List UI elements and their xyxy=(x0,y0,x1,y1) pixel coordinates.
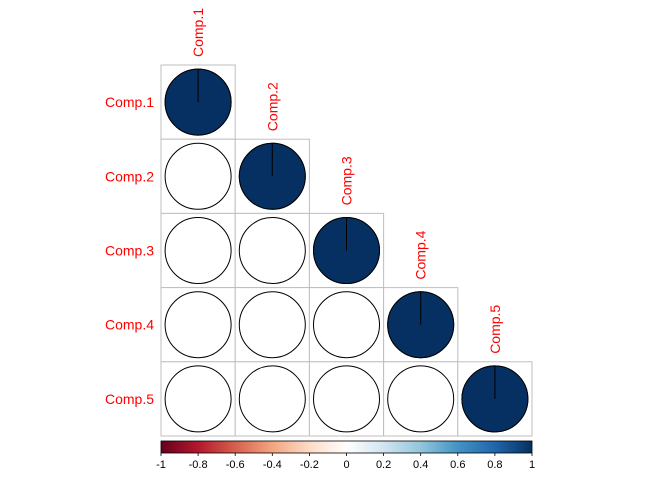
colorbar-tick-label: -0.4 xyxy=(263,459,282,471)
cell-circle xyxy=(164,291,232,359)
column-label: Comp.3 xyxy=(339,156,355,205)
cell-Comp.3-Comp.2 xyxy=(234,212,310,289)
column-label: Comp.1 xyxy=(190,8,206,57)
cell-Comp.2-Comp.1 xyxy=(160,138,236,214)
row-label: Comp.2 xyxy=(105,168,154,184)
cell-circle xyxy=(238,291,306,359)
cell-circle xyxy=(313,291,380,359)
colorbar-tick-label: -0.2 xyxy=(300,459,319,471)
column-label: Comp.2 xyxy=(264,82,280,131)
column-labels: Comp.1 Comp.2 Comp.3 Comp.4 Comp.5 xyxy=(190,8,503,354)
cell-circle xyxy=(313,365,380,433)
cell-circle xyxy=(238,365,306,433)
cell-Comp.3-Comp.1 xyxy=(160,212,236,289)
cell-circle xyxy=(164,142,232,210)
colorbar-tick-label: 0.2 xyxy=(376,459,391,471)
row-label: Comp.5 xyxy=(105,391,154,407)
cell-Comp.5-Comp.3 xyxy=(308,361,385,437)
cell-circle xyxy=(164,365,232,433)
cell-Comp.5-Comp.5 xyxy=(457,361,533,437)
cell-Comp.2-Comp.2 xyxy=(234,138,310,214)
column-label: Comp.5 xyxy=(487,305,503,354)
column-label: Comp.4 xyxy=(413,230,429,279)
colorbar: -1 -0.8 -0.6 -0.4 -0.2 0 0.2 0.4 0.6 0.8 1 xyxy=(156,440,535,471)
row-label: Comp.4 xyxy=(105,317,154,333)
colorbar-tick-label: 0.8 xyxy=(487,459,502,471)
cell-Comp.4-Comp.4 xyxy=(383,287,459,363)
cell-circle xyxy=(238,217,306,284)
cell-Comp.3-Comp.3 xyxy=(308,212,385,289)
cell-Comp.1-Comp.1 xyxy=(160,64,236,140)
cells-layer xyxy=(160,64,533,437)
row-label: Comp.1 xyxy=(105,94,154,110)
cell-Comp.4-Comp.1 xyxy=(160,287,236,363)
cell-Comp.4-Comp.2 xyxy=(234,287,310,363)
row-label: Comp.3 xyxy=(105,243,154,259)
cell-Comp.4-Comp.3 xyxy=(308,287,385,363)
colorbar-tick-label: 1 xyxy=(529,459,535,471)
colorbar-tick-label: 0.6 xyxy=(450,459,465,471)
colorbar-tick-label: -1 xyxy=(156,459,166,471)
cell-Comp.5-Comp.1 xyxy=(160,361,236,437)
colorbar-tick-label: -0.8 xyxy=(189,459,208,471)
colorbar-gradient xyxy=(160,440,533,454)
cell-circle xyxy=(164,217,232,284)
row-labels: Comp.1 Comp.2 Comp.3 Comp.4 Comp.5 xyxy=(105,94,154,407)
cell-Comp.5-Comp.4 xyxy=(383,361,459,437)
cell-Comp.5-Comp.2 xyxy=(234,361,310,437)
colorbar-tick-label: 0 xyxy=(343,459,349,471)
colorbar-tick-label: 0.4 xyxy=(413,459,428,471)
colorbar-tick-label: -0.6 xyxy=(226,459,245,471)
cell-circle xyxy=(387,365,455,433)
